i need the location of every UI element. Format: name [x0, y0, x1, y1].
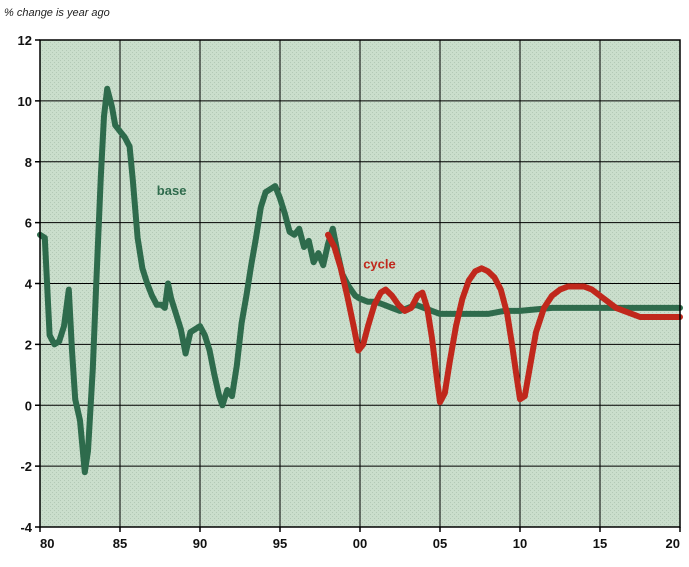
y-tick-label: -4 — [20, 520, 32, 535]
y-tick-label: 6 — [25, 216, 32, 231]
series-line-cycle — [325, 231, 683, 406]
series-layer — [37, 85, 683, 476]
x-tick-label: 10 — [513, 536, 527, 551]
y-tick-label: 10 — [18, 94, 32, 109]
x-tick-label: 20 — [666, 536, 680, 551]
y-tick-label: -2 — [20, 459, 32, 474]
y-tick-label: 4 — [25, 277, 33, 292]
x-tick-label: 95 — [273, 536, 287, 551]
x-tick-label: 15 — [593, 536, 607, 551]
y-tick-label: 12 — [18, 33, 32, 48]
series-label-base: base — [157, 183, 187, 198]
y-tick-label: 0 — [25, 398, 32, 413]
x-axis-ticks: 80 85 90 95 00 05 10 15 20 — [39, 527, 681, 551]
y-tick-label: 8 — [25, 155, 32, 170]
series-label-cycle: cycle — [363, 256, 396, 271]
y-axis-ticks: -4 -2 0 2 4 6 8 10 12 — [18, 33, 40, 535]
series-labels: base cycle — [157, 183, 396, 271]
y-axis-title: % change is year ago — [4, 7, 110, 19]
x-tick-label: 05 — [433, 536, 447, 551]
x-tick-label: 90 — [193, 536, 207, 551]
x-tick-label: 80 — [40, 536, 54, 551]
series-line-base — [37, 85, 683, 476]
x-tick-label: 00 — [353, 536, 367, 551]
x-tick-label: 85 — [113, 536, 127, 551]
y-tick-label: 2 — [25, 337, 32, 352]
